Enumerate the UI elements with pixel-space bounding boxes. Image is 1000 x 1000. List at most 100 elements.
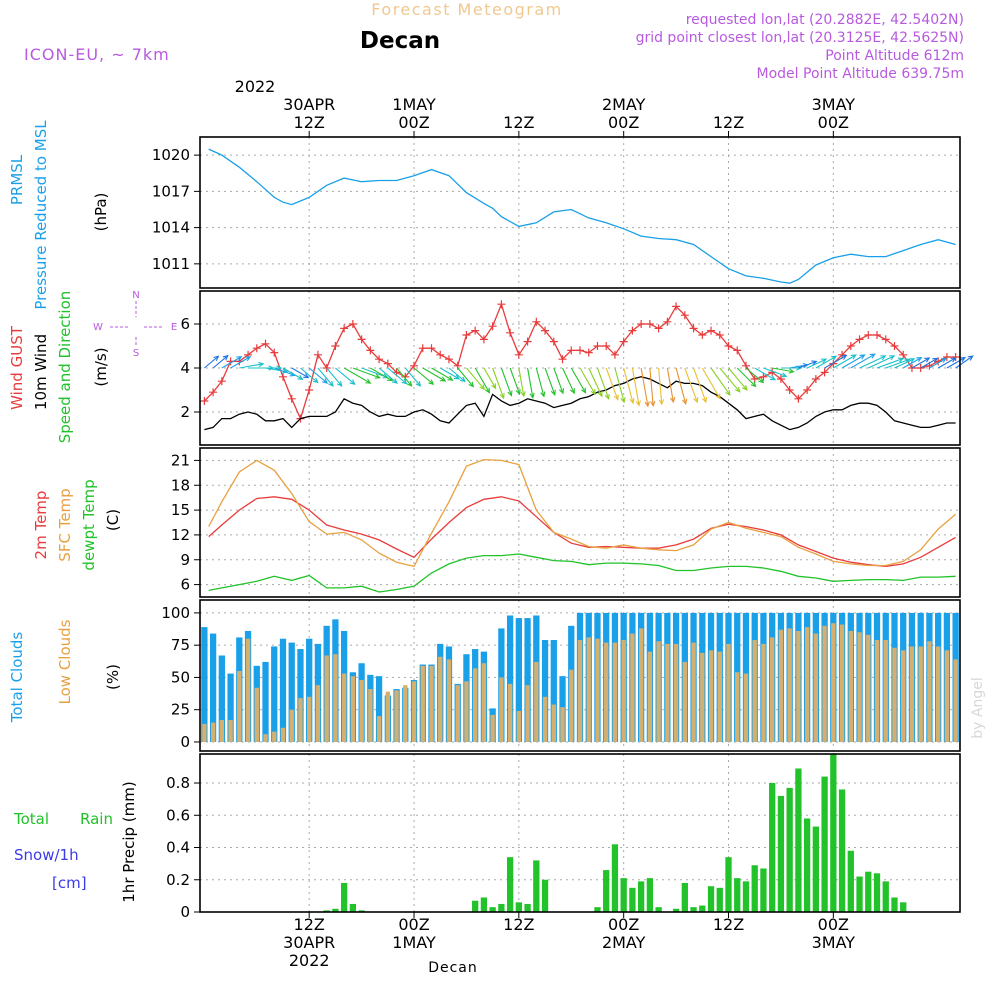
- precip-bar: [541, 879, 549, 912]
- wind-arrow: [352, 367, 381, 379]
- wind-arrow-shaft: [605, 367, 619, 400]
- wind-arrow-shaft: [745, 367, 764, 383]
- clouds-bar: [350, 676, 356, 742]
- clouds-bar: [909, 646, 915, 742]
- clouds-bar: [245, 638, 251, 742]
- precip-bar: [786, 787, 793, 912]
- precip-bar: [699, 905, 706, 912]
- wind-arrow: [300, 367, 319, 384]
- wind-arrow: [579, 367, 596, 396]
- clouds-bar: [682, 661, 688, 742]
- wind-arrow: [204, 355, 220, 369]
- wind-arrow-head: [507, 390, 513, 397]
- wind-arrow-head: [222, 354, 229, 361]
- wind-arrow: [763, 367, 788, 378]
- gust-point: [811, 375, 820, 383]
- clouds-bar: [944, 650, 950, 742]
- clouds-bar: [848, 630, 853, 742]
- wind-arrow: [500, 367, 513, 397]
- wind-arrow: [448, 367, 466, 383]
- wind-arrow-head: [959, 356, 967, 363]
- wind-arrow-shaft: [876, 358, 904, 369]
- gust-point: [899, 350, 908, 359]
- wind-arrow-head: [604, 393, 610, 401]
- wind-arrow-head: [245, 356, 252, 362]
- ytick-label: 1017: [152, 182, 190, 200]
- top-hour-label: 00Z: [818, 113, 849, 132]
- ytick-label: 75: [171, 636, 190, 654]
- wind-arrow: [833, 354, 857, 369]
- wind-arrow: [614, 367, 626, 404]
- clouds-bar: [787, 628, 792, 742]
- gust-point: [261, 339, 270, 348]
- top-hour-label: 12Z: [713, 113, 744, 132]
- wind-arrow-head: [932, 357, 939, 363]
- ytick-label: 50: [171, 668, 190, 686]
- gust-point: [462, 331, 471, 339]
- gust-point: [427, 344, 436, 353]
- bottom-hour-label: 00Z: [398, 915, 429, 934]
- wind-arrow-shaft: [684, 367, 698, 403]
- clouds-bar: [429, 665, 434, 742]
- gust-point: [497, 300, 506, 309]
- wind-unit: (m/s): [92, 347, 110, 386]
- clouds-bar: [262, 661, 269, 742]
- wind-arrow: [693, 367, 708, 404]
- wind-arrow-head: [869, 353, 876, 359]
- clouds-bar: [288, 642, 295, 742]
- clouds-bar: [761, 643, 766, 742]
- precip-bar: [777, 795, 785, 912]
- wind-arrow: [518, 367, 526, 398]
- bottom-hour-label: 00Z: [818, 915, 849, 934]
- clouds-bar: [297, 649, 304, 742]
- clouds-bar: [481, 663, 487, 742]
- wind-arrow-head: [406, 380, 413, 387]
- wind-arrow: [404, 367, 422, 387]
- clouds-bar: [665, 643, 670, 742]
- clouds-bar: [717, 651, 722, 742]
- wind-arrow-head: [635, 400, 641, 407]
- clouds-bar: [708, 650, 714, 742]
- wind-arrow-head: [850, 354, 857, 360]
- bottom-date-label: 30APR: [283, 933, 335, 952]
- wind-arrow-shaft: [675, 367, 687, 404]
- wind-arrow-head: [569, 388, 575, 395]
- wind-arrow-head: [374, 373, 381, 379]
- wind-arrow-shaft: [736, 367, 756, 387]
- temperature-series-2m-temp: [208, 496, 956, 568]
- wind-arrow-shaft: [387, 367, 407, 385]
- clouds-bar: [307, 696, 312, 742]
- model-label: ICON-EU, ~ 7km: [24, 45, 170, 64]
- clouds-bar: [621, 640, 626, 742]
- bottom-hour-label: 12Z: [503, 915, 534, 934]
- wind-arrow: [719, 367, 741, 393]
- wind-arrow-shaft: [221, 356, 242, 369]
- product-title: Forecast Meteogram: [371, 0, 562, 19]
- clouds-bar: [228, 720, 233, 742]
- clouds-bar: [770, 637, 775, 742]
- clouds-bar: [866, 634, 871, 742]
- clouds-bar: [874, 640, 880, 742]
- wind-arrow-shaft: [946, 357, 966, 369]
- wind-arrow: [902, 356, 923, 369]
- wind-arrow-shaft: [535, 367, 545, 397]
- clouds-bar: [726, 643, 731, 742]
- panel-pressure: 1011 1014 1017 1020: [152, 136, 961, 289]
- wind-arrow: [850, 353, 876, 369]
- wind-arrow-head: [644, 401, 650, 408]
- wind-arrow: [483, 367, 497, 390]
- wind-arrow: [631, 367, 641, 407]
- precip-bar: [681, 882, 688, 912]
- wind-arrow: [649, 367, 656, 408]
- clouds-bar: [604, 642, 609, 742]
- clouds-bar: [464, 681, 469, 742]
- wind-arrow-shaft: [920, 357, 938, 369]
- precip-bar: [856, 876, 863, 912]
- temp-unit: (C): [104, 509, 122, 531]
- wind-arrow-shaft: [544, 367, 556, 395]
- wind-arrow-shaft: [631, 367, 640, 406]
- footer-location: Decan: [428, 960, 478, 976]
- gust-point: [357, 335, 366, 344]
- clouds-bar: [595, 638, 600, 742]
